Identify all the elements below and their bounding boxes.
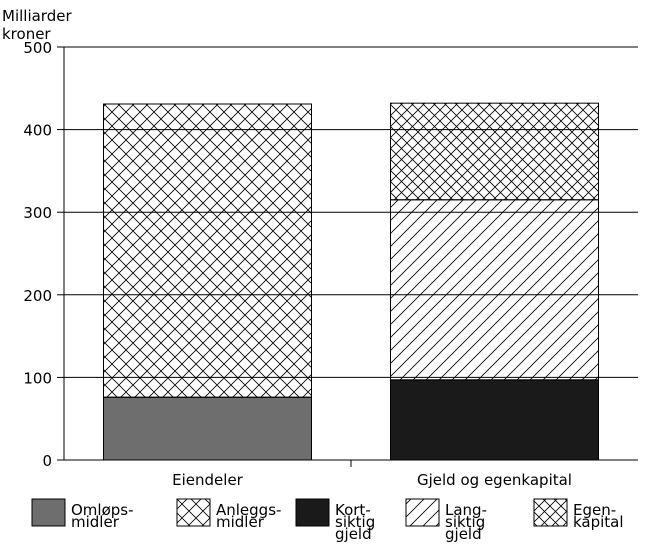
legend-label-4-line-1: Lang-: [445, 501, 487, 519]
axes: [57, 46, 638, 467]
x-category-labels: Eiendeler Gjeld og egenkapital: [172, 471, 572, 489]
legend-swatch-4: [405, 498, 440, 527]
legend-label-2-line-2: midler: [216, 513, 265, 531]
y-tick-label-300: 300: [23, 204, 52, 222]
x-label-1: Eiendeler: [172, 471, 244, 489]
y-axis-title-line-2: kroner: [2, 25, 51, 43]
bar-segment-1-2: [103, 103, 312, 398]
legend-label-4-line-3: gjeld: [445, 525, 482, 543]
y-axis-title: Milliarder kroner: [2, 7, 72, 43]
bar-segment-2-3: [390, 379, 599, 461]
y-tick-label-500: 500: [23, 39, 52, 57]
legend-label-1-line-2: midler: [71, 513, 120, 531]
legend-swatch-5: [533, 498, 568, 527]
y-axis-title-line-1: Milliarder: [2, 7, 72, 25]
legend-swatch-2: [176, 498, 211, 527]
legend-label-1-line-1: Omløps-: [71, 501, 134, 519]
y-tick-label-400: 400: [23, 122, 52, 140]
legend-label-4-line-2: siktig: [445, 513, 485, 531]
legend-label-5-line-1: Egen-: [573, 501, 616, 519]
y-tick-label-100: 100: [23, 369, 52, 387]
legend-swatch-1: [31, 498, 66, 527]
y-tick-labels: 0 100 200 300 400 500: [23, 39, 52, 470]
legend-label-5-line-2: kapital: [573, 513, 624, 531]
x-label-2: Gjeld og egenkapital: [417, 471, 572, 489]
bar-segment-2-5: [390, 102, 599, 201]
legend-swatch-3: [295, 498, 330, 527]
bar-segment-1-1: [103, 396, 312, 461]
legend-label-3-line-2: siktig: [335, 513, 375, 531]
bar-stacks: [103, 102, 599, 461]
y-tick-label-200: 200: [23, 287, 52, 305]
legend-label-2-line-1: Anleggs-: [216, 501, 281, 519]
legend: Omløps-midlerAnleggs-midlerKort-siktiggj…: [31, 498, 624, 543]
legend-label-3-line-3: gjeld: [335, 525, 372, 543]
bar-segment-2-4: [390, 199, 599, 381]
legend-label-3-line-1: Kort-: [335, 501, 371, 519]
y-tick-label-0: 0: [42, 452, 52, 470]
